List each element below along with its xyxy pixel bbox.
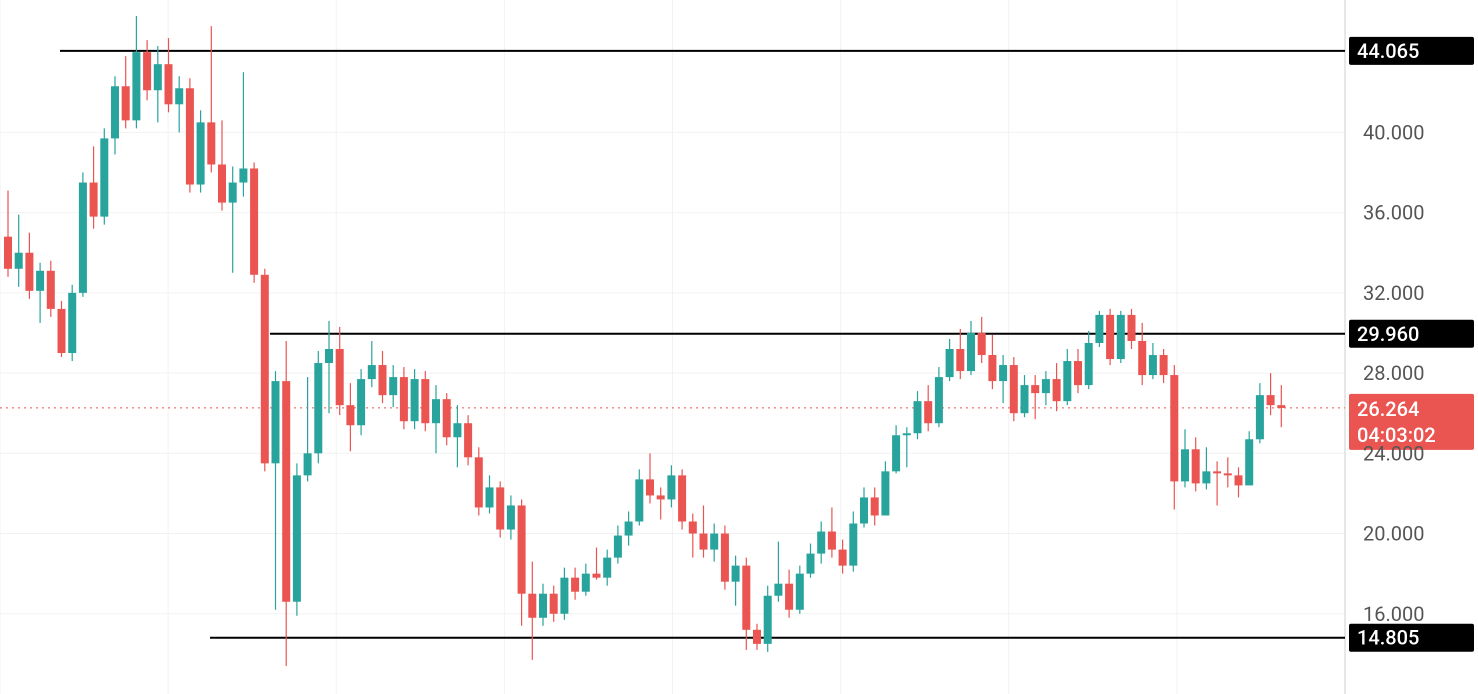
ytick-label: 32.000 xyxy=(1363,281,1424,305)
candlestick-chart[interactable]: 44.06529.96014.80526.26404:03:0216.00020… xyxy=(0,0,1478,694)
ytick-label: 16.000 xyxy=(1363,602,1424,626)
ytick-label: 20.000 xyxy=(1363,522,1424,546)
ytick-label: 40.000 xyxy=(1363,120,1424,144)
hline-label: 14.805 xyxy=(1357,626,1419,650)
ytick-label: 36.000 xyxy=(1363,201,1424,225)
ytick-label: 24.000 xyxy=(1363,441,1424,465)
ytick-label: 28.000 xyxy=(1363,361,1424,385)
hline-label: 29.960 xyxy=(1357,322,1419,346)
hline-label: 44.065 xyxy=(1357,39,1419,63)
price-label: 26.264 xyxy=(1357,397,1419,421)
